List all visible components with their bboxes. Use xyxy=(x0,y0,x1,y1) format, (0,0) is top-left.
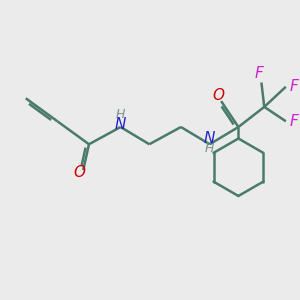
Text: N: N xyxy=(204,131,215,146)
Text: H: H xyxy=(116,108,125,121)
Text: O: O xyxy=(73,166,85,181)
Text: N: N xyxy=(115,117,126,132)
Text: O: O xyxy=(212,88,224,103)
Text: H: H xyxy=(205,142,214,155)
Text: F: F xyxy=(290,79,299,94)
Text: F: F xyxy=(290,114,299,129)
Text: F: F xyxy=(254,66,263,81)
